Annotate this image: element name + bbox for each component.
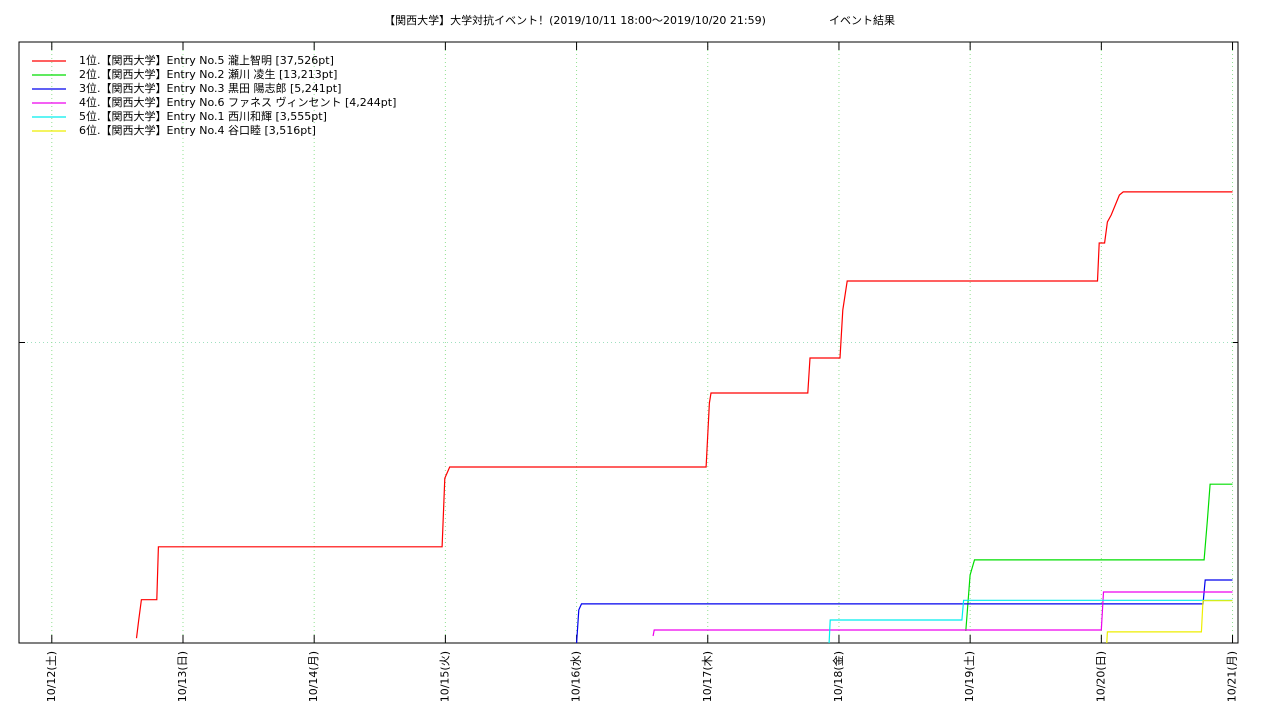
x-tick-label: 10/21(月) — [1226, 651, 1239, 702]
x-tick-label: 10/18(金) — [831, 651, 845, 702]
legend-label: 2位.【関西大学】Entry No.2 瀬川 凌生 [13,213pt] — [79, 67, 337, 81]
x-tick-label: 10/14(月) — [307, 651, 320, 702]
series-line — [652, 591, 1233, 637]
series-line — [135, 191, 1233, 639]
legend-label: 3位.【関西大学】Entry No.3 黒田 陽志郎 [5,241pt] — [79, 81, 341, 95]
legend-label: 5位.【関西大学】Entry No.1 西川和輝 [3,555pt] — [79, 109, 327, 123]
legend-label: 1位.【関西大学】Entry No.5 瀧上智明 [37,526pt] — [79, 53, 334, 67]
x-tick-label: 10/19(土) — [963, 651, 976, 702]
x-tick-label: 10/12(土) — [45, 651, 58, 702]
chart-title: 【関西大学】大学対抗イベント！(2019/10/11 18:00～2019/10… — [384, 13, 766, 27]
x-tick-label: 10/20(日) — [1094, 651, 1107, 702]
x-tick-label: 10/17(木) — [701, 651, 714, 702]
legend-label: 6位.【関西大学】Entry No.4 谷口睦 [3,516pt] — [79, 123, 316, 137]
x-tick-label: 10/13(日) — [176, 651, 189, 702]
series-line — [965, 483, 1233, 632]
series-line — [576, 579, 1233, 644]
chart-subtitle: イベント結果 — [829, 13, 895, 27]
series-line — [828, 599, 1233, 644]
x-tick-label: 10/16(水) — [570, 651, 583, 702]
legend-label: 4位.【関西大学】Entry No.6 ファネス ヴィンセント [4,244pt… — [79, 95, 396, 109]
series-line — [1106, 600, 1233, 644]
x-tick-label: 10/15(火) — [438, 651, 451, 702]
